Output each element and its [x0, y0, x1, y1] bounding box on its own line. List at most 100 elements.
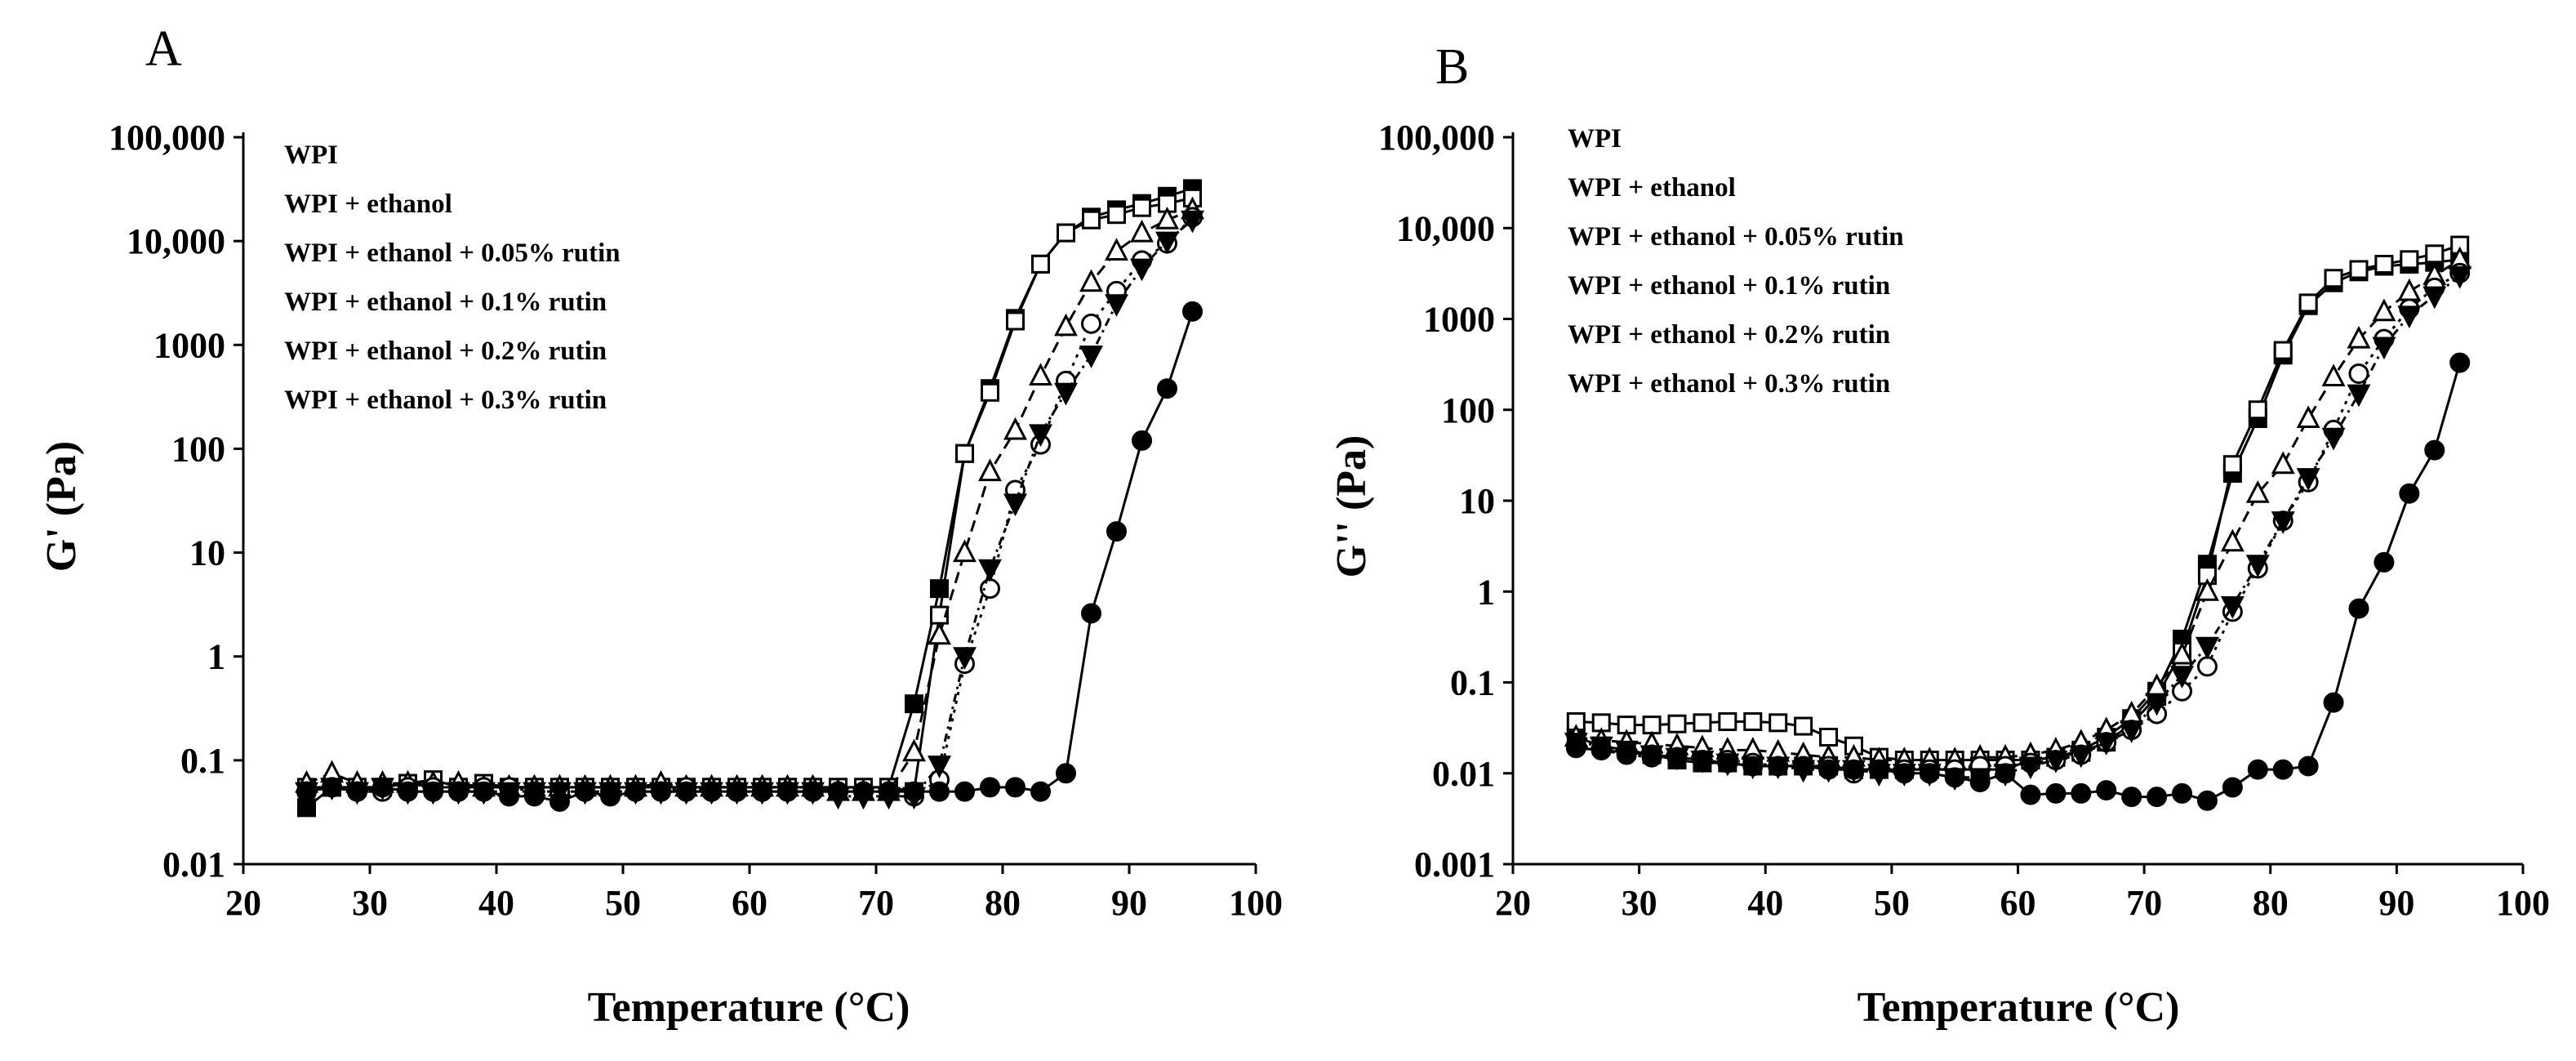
y-tick-label: 10,000	[127, 221, 225, 261]
data-point	[398, 781, 418, 802]
data-point	[1079, 269, 1103, 292]
data-point	[1743, 712, 1763, 732]
legend-entry: WPI	[284, 140, 338, 170]
data-point	[2220, 595, 2245, 619]
y-tick-label: 0.001	[1414, 845, 1495, 885]
y-tick-label: 100,000	[1378, 118, 1495, 158]
data-point	[1819, 727, 1839, 747]
panel-a-legend: WPI WPI + ethanol WPI + ethanol + 0.05% ru…	[284, 140, 621, 415]
data-point	[1893, 763, 1915, 784]
panel-a-y-ticks: 0.01 0.1 1 10 100 1000 10,000 100,000	[109, 118, 243, 885]
data-point	[2071, 782, 2092, 804]
data-point	[2397, 278, 2422, 301]
data-point	[1130, 219, 1154, 243]
x-tick-label: 40	[1747, 883, 1783, 923]
data-point	[2348, 598, 2369, 619]
panel-b-x-axis-title: Temperature (°C)	[1857, 984, 2180, 1031]
data-point	[1995, 763, 2016, 784]
x-tick-label: 60	[732, 883, 767, 923]
data-point	[1157, 378, 1177, 399]
x-tick-label: 70	[2126, 883, 2162, 923]
data-point	[2425, 244, 2445, 264]
data-point	[1132, 430, 1152, 451]
data-point	[2372, 298, 2396, 322]
data-point	[2245, 555, 2270, 578]
data-point	[2094, 733, 2119, 756]
data-point	[727, 781, 747, 802]
panel-a-y-axis-title: G' (Pa)	[38, 441, 85, 572]
data-point	[902, 738, 926, 762]
x-tick-label: 100	[1229, 883, 1283, 923]
panel-a-x-ticks: 20 30 40 50 60 70 80 90 100	[225, 864, 1283, 923]
y-tick-label: 1000	[153, 325, 225, 365]
data-point	[1717, 752, 1738, 773]
panel-b-legend: WPI WPI + ethanol WPI + ethanol + 0.05% ru…	[1568, 124, 1904, 399]
x-tick-label: 90	[1111, 883, 1147, 923]
data-point	[1029, 424, 1052, 448]
data-point	[2347, 384, 2371, 408]
data-point	[1944, 767, 1965, 788]
data-point	[2298, 293, 2318, 313]
data-point	[2372, 337, 2396, 360]
data-point	[2247, 759, 2268, 780]
data-point	[2170, 641, 2194, 665]
series-6	[296, 301, 1203, 812]
y-tick-label: 0.1	[180, 741, 225, 781]
x-tick-label: 20	[225, 883, 261, 923]
data-point	[1667, 714, 1687, 733]
data-point	[2321, 427, 2346, 451]
data-point	[2045, 782, 2067, 804]
data-point	[1081, 313, 1101, 334]
data-point	[499, 786, 519, 807]
series-6	[1565, 352, 2471, 811]
data-point	[2349, 260, 2369, 279]
x-tick-label: 30	[1622, 883, 1657, 923]
series-2	[297, 188, 1202, 801]
data-point	[651, 781, 671, 802]
data-point	[2273, 341, 2293, 360]
data-point	[981, 382, 999, 402]
legend-entry: WPI + ethanol + 0.05% rutin	[1568, 222, 1904, 252]
data-point	[1641, 744, 1662, 765]
data-point	[701, 781, 722, 802]
data-point	[2271, 511, 2295, 534]
data-point	[2449, 352, 2471, 373]
panel-b-y-axis-title: G'' (Pa)	[1328, 435, 1375, 578]
panel-b-x-ticks: 20 30 40 50 60 70 80 90 100	[1495, 864, 2550, 923]
data-point	[1868, 759, 1889, 780]
data-point	[905, 694, 923, 714]
data-point	[1054, 382, 1078, 406]
data-point	[1006, 311, 1025, 331]
data-point	[904, 781, 924, 802]
legend-entry: WPI + ethanol	[284, 189, 452, 219]
x-tick-label: 100	[2496, 883, 2550, 923]
data-point	[1106, 521, 1127, 542]
data-point	[2245, 479, 2270, 503]
data-point	[296, 781, 317, 802]
x-tick-label: 80	[985, 883, 1021, 923]
panel-a-chart: A 20 30 40 50 60 70 80 90 100 0.01 0.1 1 10 100 1000 1…	[38, 21, 1283, 1031]
x-tick-label: 30	[352, 883, 388, 923]
x-tick-label: 90	[2378, 883, 2414, 923]
data-point	[828, 781, 848, 802]
data-point	[929, 781, 950, 802]
data-point	[2397, 305, 2422, 329]
data-point	[2069, 745, 2093, 769]
data-point	[2423, 286, 2447, 310]
y-tick-label: 100,000	[109, 118, 225, 158]
data-point	[2121, 787, 2142, 808]
data-point	[1591, 739, 1612, 760]
y-tick-label: 10	[189, 533, 225, 573]
y-tick-label: 10,000	[1396, 208, 1495, 248]
data-point	[1565, 738, 1586, 759]
data-point	[1155, 231, 1179, 255]
data-point	[2448, 265, 2472, 289]
x-tick-label: 80	[2253, 883, 2289, 923]
data-point	[2044, 750, 2068, 773]
x-tick-label: 50	[1874, 883, 1910, 923]
legend-entry: WPI + ethanol + 0.2% rutin	[284, 337, 607, 366]
data-point	[1692, 749, 1713, 770]
y-tick-label: 0.01	[1432, 754, 1495, 794]
data-point	[2220, 528, 2245, 552]
data-point	[676, 781, 696, 802]
